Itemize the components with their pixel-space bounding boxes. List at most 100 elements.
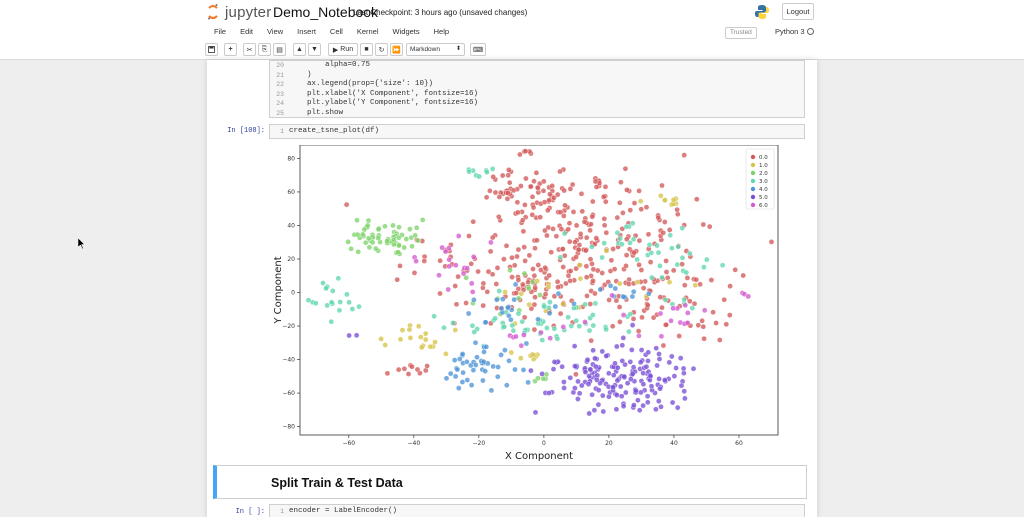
- data-point: [674, 261, 681, 268]
- data-point: [565, 272, 572, 279]
- data-point: [487, 248, 494, 255]
- legend-marker: [750, 170, 756, 176]
- data-point: [401, 244, 407, 251]
- code-cell-2-input[interactable]: 1 create_tsne_plot(df): [269, 124, 805, 139]
- data-point: [540, 178, 547, 185]
- menu-cell[interactable]: Cell: [329, 27, 343, 36]
- data-point: [567, 277, 573, 284]
- data-point: [549, 183, 556, 189]
- cut-button[interactable]: ✂: [243, 43, 256, 56]
- data-point: [542, 264, 548, 271]
- menu-edit[interactable]: Edit: [240, 27, 254, 36]
- data-point: [492, 189, 499, 196]
- code-cell-1-input[interactable]: 20 alpha=0.75 21 ) 22 ax.legend(prop={'s…: [269, 60, 805, 118]
- data-point: [681, 152, 688, 158]
- run-button[interactable]: ▶ Run: [328, 43, 358, 56]
- notebook-title[interactable]: Demo_Notebook: [273, 4, 379, 20]
- restart-run-all-button[interactable]: ⏩: [390, 43, 403, 56]
- restart-button[interactable]: ↻: [375, 43, 388, 56]
- menu-kernel[interactable]: Kernel: [356, 27, 379, 36]
- data-point: [471, 297, 477, 303]
- data-point: [397, 263, 403, 269]
- data-point: [568, 323, 575, 329]
- menu-insert[interactable]: Insert: [297, 27, 316, 36]
- data-point: [330, 288, 336, 294]
- data-point: [656, 356, 663, 362]
- data-point: [682, 395, 688, 402]
- data-point: [699, 317, 705, 324]
- y-tick-label: 40: [287, 222, 295, 229]
- copy-button[interactable]: ⎘: [258, 43, 271, 56]
- menu-widgets[interactable]: Widgets: [392, 27, 420, 36]
- menu-view[interactable]: View: [267, 27, 284, 36]
- data-point: [456, 356, 463, 362]
- data-point: [578, 191, 585, 197]
- data-point: [442, 248, 449, 255]
- copy-icon: ⎘: [261, 45, 268, 53]
- data-point: [583, 234, 590, 241]
- jupyter-logo[interactable]: jupyter: [207, 3, 271, 21]
- data-point: [463, 274, 469, 281]
- data-point: [513, 290, 520, 296]
- data-point: [406, 326, 413, 333]
- move-up-button[interactable]: ▲: [293, 43, 306, 56]
- data-point: [636, 188, 642, 194]
- command-palette-button[interactable]: ⌨: [470, 43, 486, 56]
- logout-button[interactable]: Logout: [782, 3, 814, 20]
- data-point: [455, 385, 462, 391]
- data-point: [674, 404, 681, 411]
- save-button[interactable]: [205, 43, 218, 56]
- data-point: [480, 358, 487, 365]
- data-point: [663, 258, 669, 264]
- menu-help[interactable]: Help: [433, 27, 450, 36]
- data-point: [546, 310, 553, 317]
- data-point: [384, 238, 390, 244]
- data-point: [583, 263, 590, 269]
- data-point: [599, 254, 605, 261]
- data-point: [323, 285, 329, 292]
- data-point: [618, 179, 624, 186]
- markdown-cell[interactable]: Split Train & Test Data: [213, 465, 807, 499]
- code-line: 25 plt.show: [270, 109, 804, 119]
- data-point: [490, 363, 496, 370]
- data-point: [510, 327, 517, 334]
- data-point: [655, 249, 662, 256]
- data-point: [577, 231, 584, 237]
- data-point: [648, 383, 655, 389]
- data-point: [573, 317, 580, 324]
- data-point: [544, 325, 550, 331]
- data-point: [623, 252, 630, 258]
- data-point: [768, 239, 775, 245]
- paste-button[interactable]: ▤: [273, 43, 286, 56]
- insert-cell-button[interactable]: +: [224, 43, 237, 56]
- trusted-indicator[interactable]: Trusted: [725, 27, 757, 39]
- data-point: [431, 313, 437, 319]
- data-point: [559, 363, 565, 370]
- data-point: [657, 385, 663, 392]
- data-point: [634, 256, 640, 263]
- interrupt-button[interactable]: ■: [360, 43, 373, 56]
- data-point: [623, 236, 630, 242]
- data-point: [582, 319, 588, 325]
- data-point: [660, 230, 667, 236]
- data-point: [455, 273, 461, 280]
- data-point: [412, 232, 418, 239]
- cell-type-select[interactable]: Markdown ⬍: [406, 43, 465, 56]
- down-arrow-icon: ▼: [311, 46, 318, 53]
- data-point: [535, 316, 541, 323]
- y-tick-label: −80: [282, 424, 295, 431]
- data-point: [601, 282, 608, 288]
- data-point: [657, 263, 663, 269]
- menu-file[interactable]: File: [214, 27, 227, 36]
- data-point: [470, 367, 477, 373]
- data-point: [631, 402, 637, 408]
- move-down-button[interactable]: ▼: [308, 43, 321, 56]
- data-point: [481, 349, 487, 355]
- data-point: [573, 371, 579, 378]
- code-cell-3-input[interactable]: 1 encoder = LabelEncoder(): [269, 504, 805, 517]
- data-point: [663, 269, 670, 275]
- data-point: [657, 193, 664, 199]
- data-point: [560, 264, 567, 270]
- data-point: [452, 373, 459, 380]
- data-point: [482, 319, 489, 326]
